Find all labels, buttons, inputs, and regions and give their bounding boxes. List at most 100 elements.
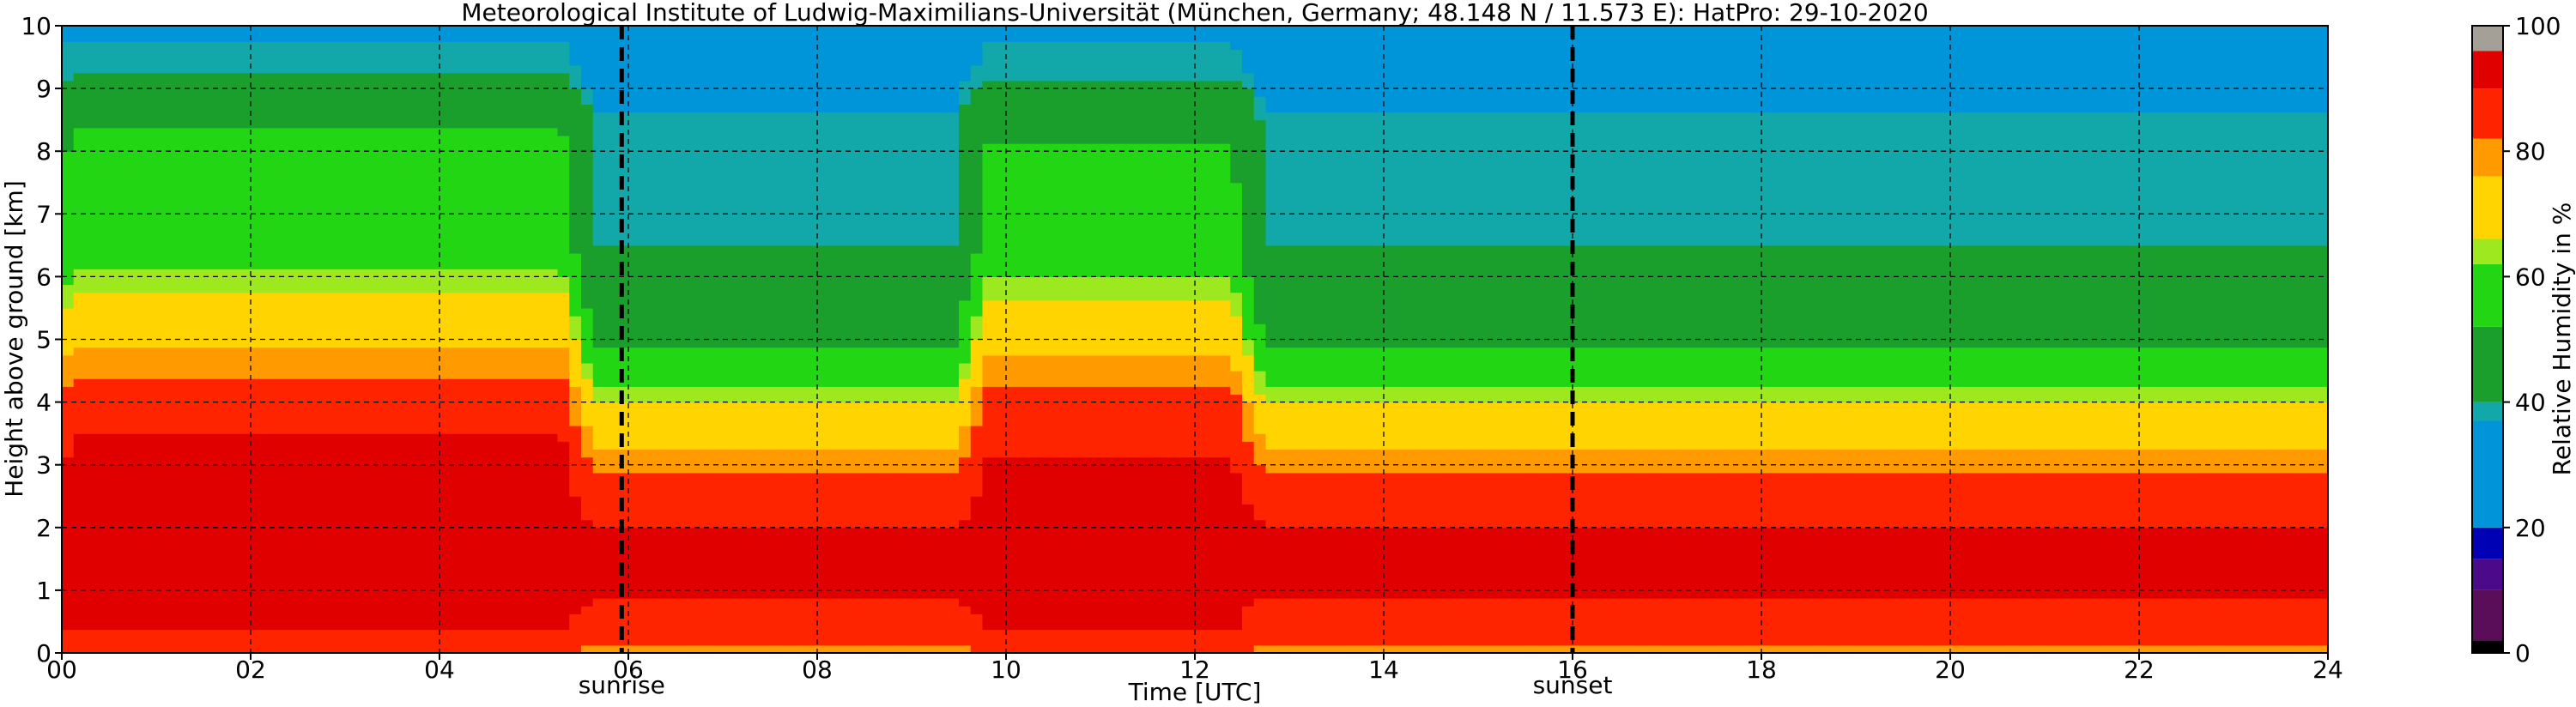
heatmap-cell xyxy=(403,174,417,184)
heatmap-cell xyxy=(498,386,512,396)
heatmap-cell xyxy=(770,64,783,74)
heatmap-cell xyxy=(109,190,122,199)
heatmap-cell xyxy=(510,417,523,426)
heatmap-cell xyxy=(639,433,653,442)
heatmap-cell xyxy=(403,261,417,269)
heatmap-cell xyxy=(545,331,559,341)
heatmap-cell xyxy=(333,57,346,66)
heatmap-cell xyxy=(262,559,276,568)
heatmap-cell xyxy=(62,198,75,207)
heatmap-cell xyxy=(251,527,264,536)
heatmap-cell xyxy=(403,57,417,66)
heatmap-cell xyxy=(510,96,523,105)
heatmap-cell xyxy=(664,621,676,631)
heatmap-cell xyxy=(439,559,452,568)
heatmap-cell xyxy=(298,245,311,254)
heatmap-cell xyxy=(345,417,358,426)
heatmap-cell xyxy=(368,339,381,348)
heatmap-cell xyxy=(699,456,712,466)
heatmap-cell xyxy=(534,362,547,372)
heatmap-cell xyxy=(569,323,582,332)
heatmap-cell xyxy=(639,402,653,411)
heatmap-cell xyxy=(781,143,795,152)
heatmap-cell xyxy=(132,433,145,442)
heatmap-cell xyxy=(251,621,264,631)
heatmap-cell xyxy=(191,589,204,599)
heatmap-cell xyxy=(581,214,594,223)
heatmap-cell xyxy=(604,527,617,536)
heatmap-cell xyxy=(403,504,417,513)
heatmap-cell xyxy=(62,574,75,583)
heatmap-cell xyxy=(781,221,795,231)
heatmap-cell xyxy=(687,41,700,51)
heatmap-cell xyxy=(309,339,323,348)
heatmap-cell xyxy=(463,551,476,559)
heatmap-cell xyxy=(676,559,688,568)
heatmap-cell xyxy=(498,323,512,332)
heatmap-cell xyxy=(167,190,181,199)
heatmap-cell xyxy=(156,543,169,552)
heatmap-cell xyxy=(203,606,216,614)
heatmap-cell xyxy=(345,49,358,58)
heatmap-cell xyxy=(746,198,759,207)
heatmap-cell xyxy=(120,629,134,638)
heatmap-cell xyxy=(227,331,239,341)
heatmap-cell xyxy=(475,214,488,223)
heatmap-cell xyxy=(380,49,393,58)
heatmap-cell xyxy=(392,26,405,34)
heatmap-cell xyxy=(664,543,676,552)
heatmap-cell xyxy=(345,229,358,239)
heatmap-cell xyxy=(545,504,559,513)
heatmap-cell xyxy=(463,472,476,481)
heatmap-cell xyxy=(439,284,452,293)
heatmap-cell xyxy=(309,64,323,74)
heatmap-cell xyxy=(569,535,582,544)
heatmap-cell xyxy=(639,276,653,286)
heatmap-cell xyxy=(545,41,559,51)
heatmap-cell xyxy=(239,57,252,66)
heatmap-cell xyxy=(167,143,181,152)
heatmap-cell xyxy=(487,206,500,215)
heatmap-cell xyxy=(345,127,358,136)
heatmap-cell xyxy=(475,316,488,324)
heatmap-cell xyxy=(687,551,700,559)
heatmap-cell xyxy=(510,331,523,341)
heatmap-cell xyxy=(120,488,134,497)
heatmap-cell xyxy=(215,143,228,152)
heatmap-cell xyxy=(487,237,500,246)
heatmap-cell xyxy=(203,190,216,199)
heatmap-cell xyxy=(451,582,464,591)
heatmap-cell xyxy=(262,629,276,638)
heatmap-cell xyxy=(628,307,641,317)
heatmap-cell xyxy=(723,354,736,364)
heatmap-cell xyxy=(403,26,417,34)
heatmap-cell xyxy=(734,402,748,411)
heatmap-cell xyxy=(734,606,748,614)
heatmap-cell xyxy=(274,433,287,442)
heatmap-cell xyxy=(109,127,122,136)
heatmap-cell xyxy=(85,33,98,42)
heatmap-cell xyxy=(274,190,287,199)
heatmap-cell xyxy=(463,449,476,458)
heatmap-cell xyxy=(781,480,795,489)
heatmap-cell xyxy=(545,135,559,144)
heatmap-cell xyxy=(215,417,228,426)
heatmap-cell xyxy=(652,221,664,231)
heatmap-cell xyxy=(687,488,700,497)
heatmap-cell xyxy=(711,159,724,168)
heatmap-cell xyxy=(581,57,594,66)
heatmap-cell xyxy=(132,472,145,481)
heatmap-cell xyxy=(403,96,417,105)
heatmap-cell xyxy=(109,629,122,638)
heatmap-cell xyxy=(144,504,157,513)
heatmap-cell xyxy=(628,221,641,231)
heatmap-cell xyxy=(345,371,358,379)
heatmap-cell xyxy=(463,504,476,513)
heatmap-cell xyxy=(120,527,134,536)
heatmap-cell xyxy=(321,64,334,74)
heatmap-cell xyxy=(109,112,122,121)
heatmap-cell xyxy=(664,589,676,599)
heatmap-cell xyxy=(652,598,664,607)
heatmap-cell xyxy=(368,64,381,74)
heatmap-cell xyxy=(604,566,617,576)
